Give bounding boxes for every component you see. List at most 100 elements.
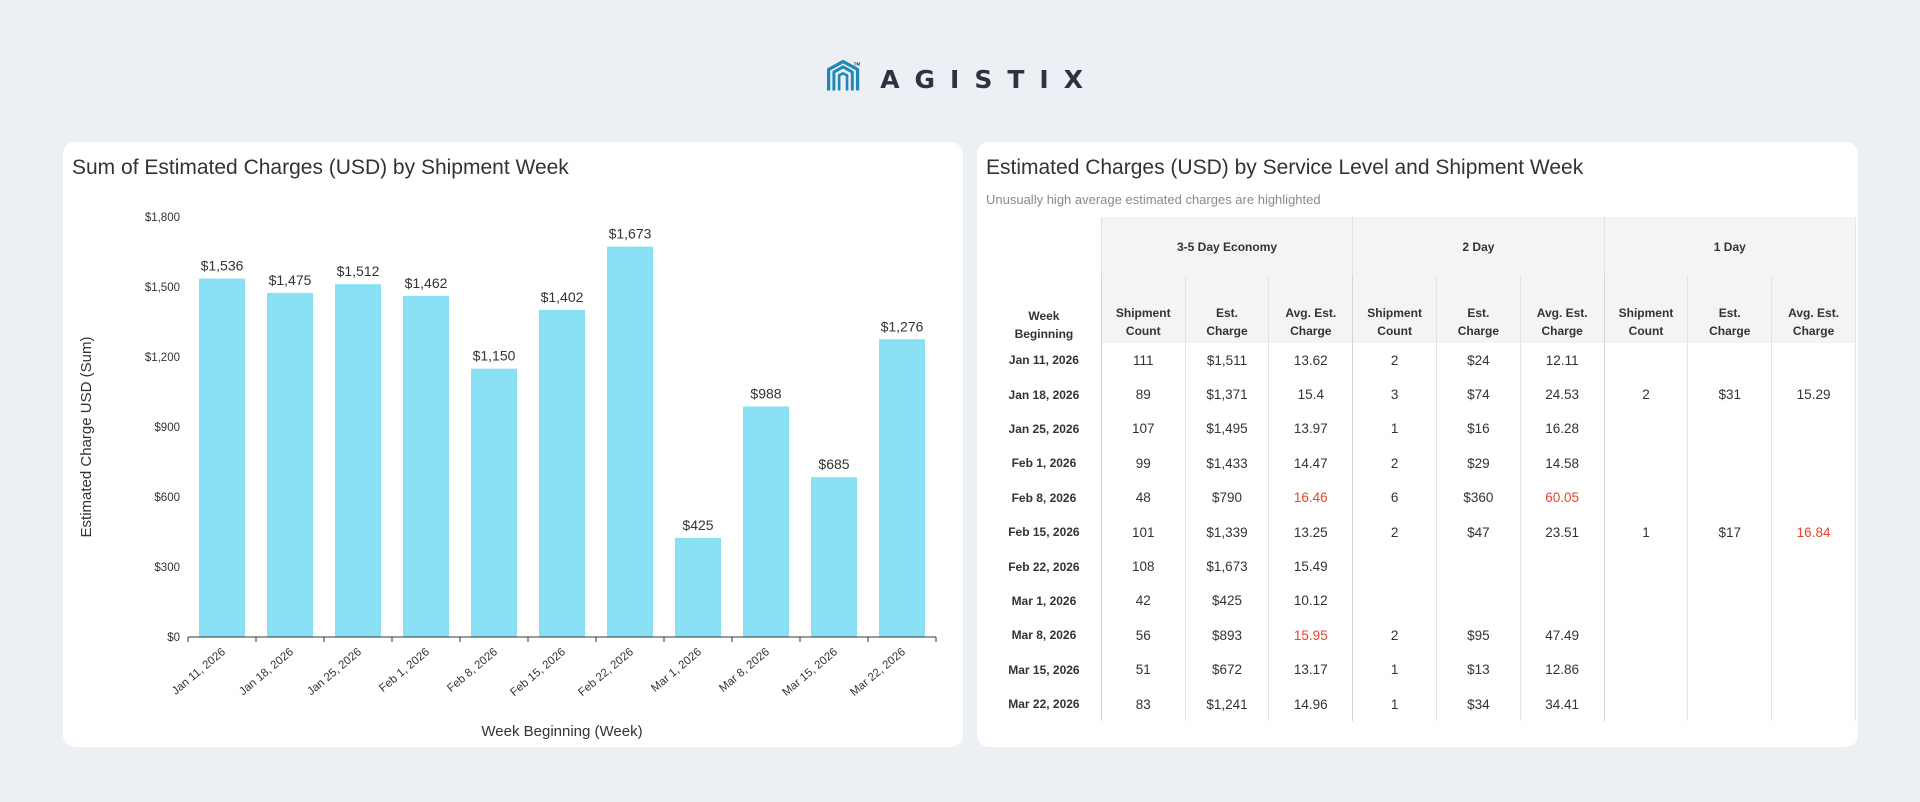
x-tick-label: Jan 25, 2026 [305, 646, 364, 698]
table-cell: $16 [1436, 411, 1521, 447]
week-beginning-header: Week Beginning [987, 276, 1102, 343]
table-cell [1352, 583, 1437, 619]
sub-header-line: Avg. Est. [1788, 306, 1840, 320]
table-cell [1603, 686, 1688, 722]
week-cell: Jan 11, 2026 [1008, 353, 1079, 368]
table-cell: 2 [1352, 343, 1437, 378]
bar-value-label: $1,673 [609, 226, 652, 242]
agistix-logo-icon: TM [826, 59, 860, 91]
x-tick-label: Feb 22, 2026 [576, 646, 636, 699]
table-row: Jan 25, 2026 107 $1,495 13.97 1 $16 16.28 [987, 411, 1856, 447]
y-tick-label: $1,200 [145, 352, 180, 364]
table-cell: 15.49 [1268, 549, 1353, 584]
table-cell: $29 [1436, 446, 1521, 481]
table-cell: 6 [1352, 480, 1437, 515]
bar [335, 284, 381, 637]
week-cell: Feb 22, 2026 [1008, 559, 1080, 574]
table-cell: 15.95 [1268, 618, 1353, 653]
sub-header-line: Count [1377, 324, 1412, 338]
table-cell: 12.86 [1519, 652, 1605, 687]
group-header: 3-5 Day Economy [1100, 217, 1353, 276]
table-cell [1687, 411, 1772, 447]
table-cell [1603, 549, 1688, 584]
table-body: Jan 11, 2026 111 $1,511 13.62 2 $24 12.11 Jan 1… [987, 343, 1856, 722]
table-cell: 14.58 [1519, 446, 1605, 481]
table-cell: 10.12 [1268, 583, 1353, 619]
table-cell: $672 [1184, 652, 1269, 687]
table-cell: 51 [1100, 652, 1186, 687]
pivot-table-wrapper: 3-5 Day Economy 2 Day 1 Day Week Beginnin… [987, 217, 1857, 722]
table-cell: 16.84 [1771, 514, 1856, 550]
table-cell: $74 [1436, 377, 1521, 412]
table-cell [1687, 618, 1772, 653]
group-header-row: 3-5 Day Economy 2 Day 1 Day [987, 217, 1857, 276]
sub-header-line: Charge [1792, 324, 1835, 338]
table-cell: 60.05 [1519, 480, 1605, 515]
table-cell: 15.4 [1268, 377, 1353, 412]
table-cell: 42 [1100, 583, 1186, 619]
table-row: Mar 8, 2026 56 $893 15.95 2 $95 47.49 [987, 618, 1856, 653]
table-cell: $31 [1687, 377, 1772, 412]
table-cell: 1 [1352, 411, 1437, 447]
week-cell: Jan 18, 2026 [1008, 387, 1080, 402]
sub-header-line: Charge [1290, 324, 1332, 338]
week-cell: Feb 15, 2026 [1008, 525, 1080, 540]
chart-title: Sum of Estimated Charges (USD) by Shipme… [72, 156, 569, 179]
table-cell: 101 [1100, 514, 1186, 550]
table-cell [1771, 652, 1856, 687]
table-cell: 107 [1100, 411, 1186, 447]
table-title: Estimated Charges (USD) by Service Level… [986, 156, 1584, 179]
x-tick-label: Feb 15, 2026 [508, 646, 568, 699]
bar [743, 406, 789, 637]
brand-name: AGISTIX [880, 64, 1098, 94]
y-tick-label: $0 [167, 632, 180, 644]
table-cell [1771, 446, 1856, 481]
bar-value-label: $1,402 [541, 289, 584, 305]
group-header: 1 Day [1603, 217, 1857, 276]
table-cell: 34.41 [1519, 686, 1605, 722]
table-cell: $893 [1184, 618, 1269, 653]
x-tick-label: Jan 11, 2026 [170, 646, 228, 697]
table-cell: 99 [1100, 446, 1186, 481]
table-cell [1519, 549, 1605, 584]
table-subtitle: Unusually high average estimated charges… [986, 192, 1321, 207]
table-cell [1771, 618, 1856, 653]
sub-header-line: Charge [1457, 324, 1500, 338]
table-cell [1771, 411, 1856, 447]
table-cell: 111 [1100, 343, 1186, 378]
sub-header-line: Avg. Est. [1536, 306, 1588, 320]
table-cell: $1,495 [1184, 411, 1269, 447]
bar-value-label: $988 [750, 385, 781, 401]
bar [199, 278, 245, 637]
bar [471, 368, 517, 637]
y-axis-title: Estimated Charge USD (Sum) [78, 337, 95, 538]
y-tick-label: $900 [154, 422, 180, 434]
sub-header: Shipment Count [1100, 276, 1186, 343]
table-cell [1603, 618, 1688, 653]
sub-header: Shipment Count [1603, 276, 1688, 343]
table-cell [1603, 652, 1688, 687]
table-cell [1519, 583, 1605, 619]
bar [267, 292, 313, 637]
table-cell: 83 [1100, 686, 1186, 722]
table-cell [1603, 480, 1688, 515]
table-cell [1436, 549, 1521, 584]
sub-header-line: Charge [1541, 324, 1583, 338]
x-tick-label: Mar 15, 2026 [780, 646, 840, 699]
bar [403, 295, 449, 637]
bar-value-label: $1,462 [405, 275, 448, 291]
y-tick-label: $600 [154, 492, 180, 504]
table-cell: $47 [1436, 514, 1521, 550]
bar-chart: $0 $300 $600 $900 $1,200 $1,500 $1,800 $1,536 Ja… [78, 212, 937, 740]
bar [607, 246, 653, 637]
sub-header-line: Avg. Est. [1285, 306, 1337, 320]
table-cell: 13.97 [1268, 411, 1353, 447]
table-cell: $17 [1687, 514, 1772, 550]
x-tick-label: Jan 18, 2026 [237, 646, 296, 698]
table-cell: 13.62 [1268, 343, 1353, 378]
bar-value-label: $1,276 [881, 318, 924, 334]
week-cell: Feb 1, 2026 [1011, 456, 1077, 471]
table-cell: 13.17 [1268, 652, 1353, 687]
service-level-table: 3-5 Day Economy 2 Day 1 Day Week Beginnin… [987, 217, 1857, 722]
table-card: Estimated Charges (USD) by Service Level… [977, 142, 1858, 747]
